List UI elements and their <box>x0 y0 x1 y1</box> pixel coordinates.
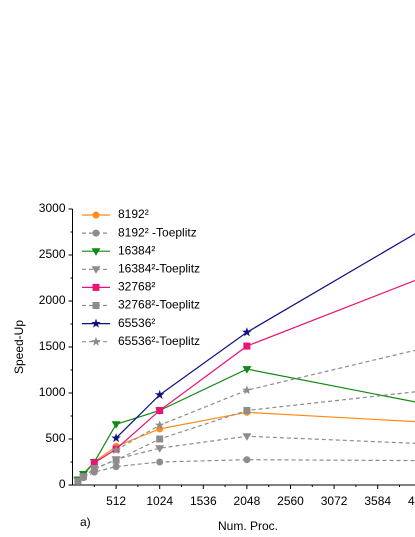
marker <box>90 464 98 472</box>
marker <box>79 473 87 481</box>
marker <box>91 266 101 274</box>
legend-label: 16384² <box>118 243 155 257</box>
marker <box>154 420 165 430</box>
y-axis-label: Speed-Up <box>12 320 26 374</box>
marker <box>243 406 251 414</box>
legend-label: 16384²-Toeplitz <box>118 261 200 275</box>
marker <box>156 406 164 414</box>
marker <box>243 342 251 350</box>
x-tick-label: 2048 <box>234 494 261 508</box>
marker <box>112 463 120 471</box>
legend-label: 65536²-Toeplitz <box>118 334 200 348</box>
x-tick-label: 3584 <box>364 494 391 508</box>
x-tick-label: 4096 <box>408 494 415 508</box>
marker <box>92 211 100 219</box>
marker <box>156 458 164 466</box>
x-tick-label: 512 <box>106 494 126 508</box>
marker <box>92 283 100 291</box>
marker <box>111 421 121 429</box>
y-tick-label: 500 <box>45 431 65 445</box>
marker <box>112 456 120 464</box>
annotation: a) <box>80 515 91 529</box>
marker <box>242 327 252 337</box>
marker <box>91 248 101 256</box>
series-line <box>115 349 415 451</box>
legend-label: 8192² -Toeplitz <box>118 225 197 239</box>
legend-label: 32768² <box>118 280 155 294</box>
y-tick-label: 0 <box>59 477 66 491</box>
marker <box>91 318 101 328</box>
y-tick-label: 2000 <box>39 293 66 307</box>
y-tick-label: 2500 <box>39 247 66 261</box>
series-line <box>115 233 415 439</box>
marker <box>91 336 101 346</box>
marker <box>111 445 121 455</box>
marker <box>90 459 98 467</box>
marker <box>242 433 252 441</box>
x-tick-label: 3072 <box>321 494 348 508</box>
marker <box>155 445 165 453</box>
marker <box>156 435 164 443</box>
series-line <box>77 411 415 481</box>
y-tick-label: 1000 <box>39 385 66 399</box>
marker <box>74 477 82 485</box>
marker <box>111 433 121 443</box>
x-axis-label: Num. Proc. <box>218 519 278 533</box>
marker <box>154 389 165 399</box>
x-tick-label: 1024 <box>146 494 173 508</box>
marker <box>242 385 252 395</box>
x-tick-label: 2560 <box>277 494 304 508</box>
x-tick-label: 1536 <box>190 494 217 508</box>
y-tick-label: 3000 <box>39 201 66 215</box>
legend-label: 32768²-Toeplitz <box>118 298 200 312</box>
legend-label: 8192² <box>118 207 149 221</box>
legend-label: 65536² <box>118 316 155 330</box>
y-tick-label: 1500 <box>39 339 66 353</box>
marker <box>243 456 251 464</box>
marker <box>92 302 100 309</box>
marker <box>92 229 100 237</box>
marker <box>242 366 252 374</box>
